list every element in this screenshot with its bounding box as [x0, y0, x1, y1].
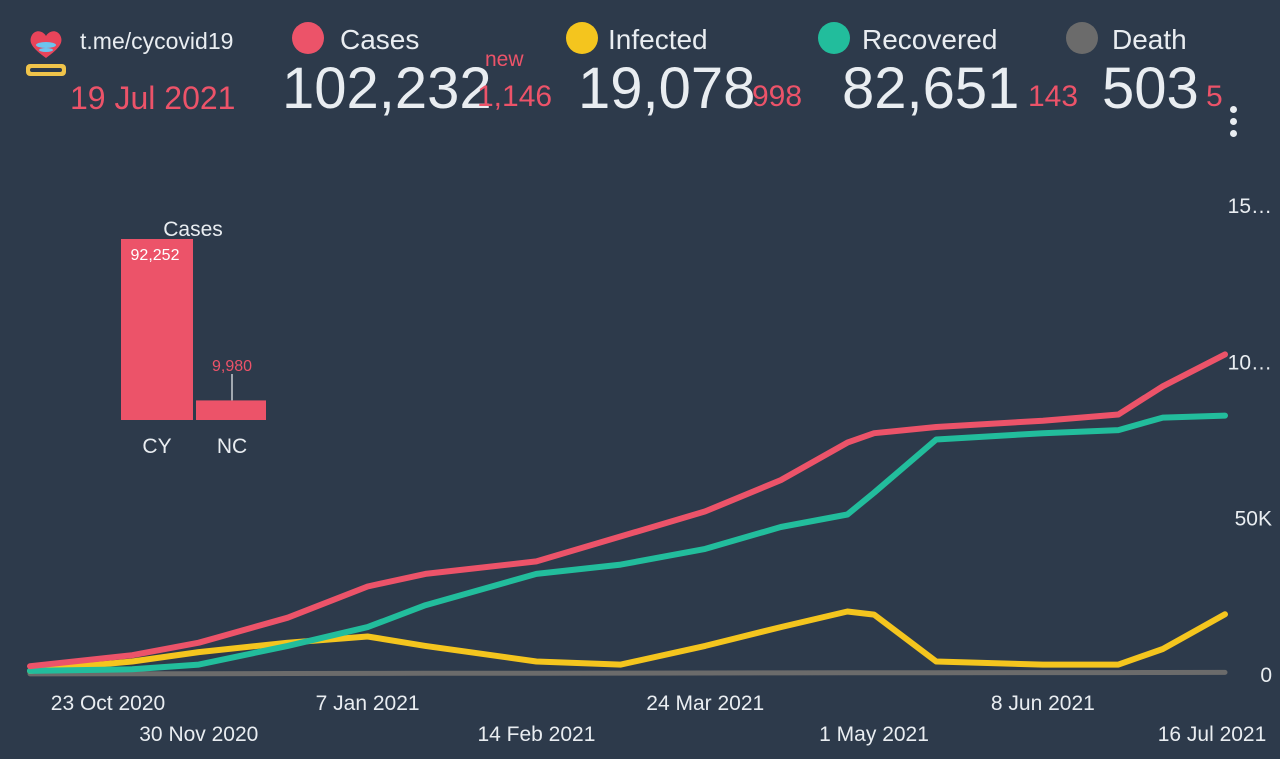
inset-category-label: NC [217, 435, 247, 458]
infected-label: Infected [608, 24, 708, 55]
x-tick-label: 30 Nov 2020 [139, 723, 258, 746]
y-tick-label: 10… [1228, 351, 1272, 374]
x-tick-label: 1 May 2021 [819, 723, 929, 746]
y-tick-label: 15… [1228, 195, 1272, 218]
death-value: 503 [1102, 56, 1199, 121]
inset-title: Cases [163, 218, 223, 241]
series-line-cases [27, 351, 1228, 670]
inset-bar-cy [121, 239, 193, 420]
recovered-value: 82,651 [842, 56, 1020, 121]
series-line-recovered [27, 412, 1228, 674]
y-tick-label: 50K [1235, 508, 1272, 531]
more-vertical-icon[interactable] [1230, 106, 1238, 142]
infected-legend-dot [566, 22, 598, 54]
x-tick-label: 8 Jun 2021 [991, 692, 1095, 715]
death-legend-dot [1066, 22, 1098, 54]
recovered-legend-dot [818, 22, 850, 54]
x-tick-label: 14 Feb 2021 [477, 723, 595, 746]
cases-label: Cases [340, 24, 420, 55]
infected-value: 19,078 [578, 56, 756, 121]
x-tick-label: 24 Mar 2021 [646, 692, 764, 715]
new-label: new [485, 48, 524, 71]
recovered-label: Recovered [862, 24, 998, 55]
recovered-delta: 143 [1028, 80, 1079, 113]
inset-value-label: 9,980 [212, 358, 252, 375]
x-tick-label: 7 Jan 2021 [316, 692, 420, 715]
inset-value-label: 92,252 [131, 247, 180, 264]
series-line-infected [27, 608, 1228, 674]
x-tick-label: 23 Oct 2020 [51, 692, 165, 715]
heart-globe-logo [22, 28, 70, 80]
y-tick-label: 0 [1260, 664, 1272, 687]
series-line-death [27, 669, 1228, 677]
channel-link[interactable]: t.me/cycovid19 [80, 28, 234, 54]
cases-delta: 1,146 [477, 80, 553, 113]
inset-category-label: CY [142, 435, 171, 458]
death-label: Death [1112, 24, 1187, 55]
x-tick-label: 16 Jul 2021 [1158, 723, 1267, 746]
death-delta: 5 [1206, 80, 1223, 113]
cases-legend-dot [292, 22, 324, 54]
cases-value: 102,232 [282, 56, 492, 121]
report-date: 19 Jul 2021 [70, 80, 236, 116]
inset-bar-nc [196, 400, 266, 420]
infected-delta: 998 [752, 80, 803, 113]
